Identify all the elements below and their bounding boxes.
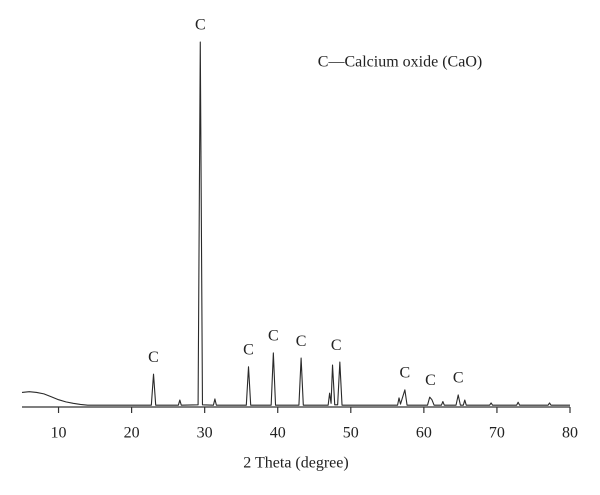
peak-label: C [296,333,307,350]
x-tick-label: 60 [416,425,432,442]
x-tick-label: 30 [197,425,213,442]
x-tick-label: 50 [343,425,359,442]
peak-label: C [425,372,436,389]
x-tick-label: 10 [51,425,67,442]
x-tick-label: 80 [562,425,578,442]
peak-label: C [400,365,411,382]
peak-label: C [148,349,159,366]
x-axis-title: 2 Theta (degree) [243,455,348,472]
peak-label: C [331,337,342,354]
peak-label: C [453,370,464,387]
peak-label: C [268,328,279,345]
legend-note: C—Calcium oxide (CaO) [318,54,482,71]
x-tick-label: 70 [489,425,505,442]
x-tick-label: 40 [270,425,286,442]
x-tick-label: 20 [124,425,140,442]
peak-label: C [195,17,206,34]
xrd-line [21,41,570,406]
peak-label: C [243,342,254,359]
